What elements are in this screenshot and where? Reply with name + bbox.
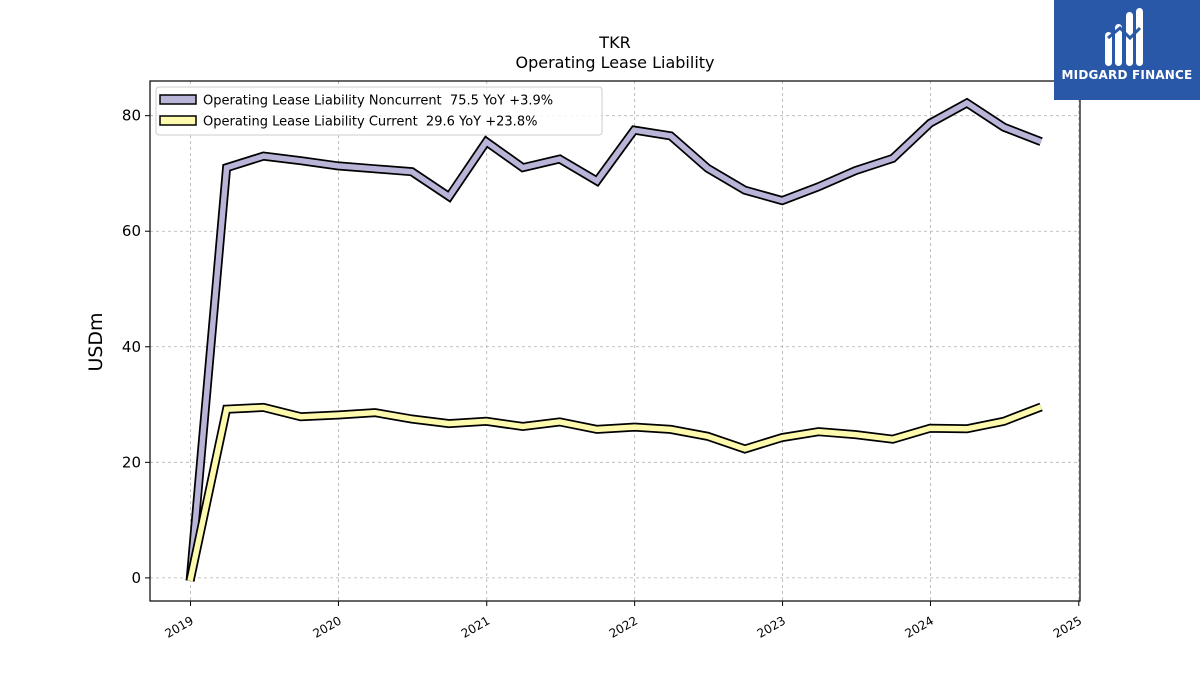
- x-tick-label: 2023: [755, 613, 788, 640]
- x-tick-label: 2025: [1051, 613, 1084, 640]
- y-tick-label: 0: [131, 569, 141, 587]
- series-line: [187, 404, 1043, 582]
- legend-label-noncurrent: Operating Lease Liability Noncurrent 75.…: [203, 94, 553, 109]
- series-1: [185, 402, 1043, 582]
- legend-frame: [155, 86, 603, 136]
- series-0: [185, 97, 1043, 582]
- legend-label-current: Operating Lease Liability Current 29.6 Y…: [203, 115, 537, 130]
- chart-subtitle: Operating Lease Liability: [515, 53, 714, 72]
- legend-swatch-noncurrent: [159, 94, 197, 105]
- series-line: [187, 99, 1043, 582]
- y-axis-label: USDm: [85, 312, 107, 371]
- legend-swatch-current: [159, 115, 197, 126]
- y-tick-label: 80: [122, 107, 141, 125]
- x-tick-label: 2024: [903, 613, 936, 640]
- logo-name: MIDGARD FINANCE: [1061, 68, 1193, 82]
- chart-title: TKR: [598, 33, 630, 52]
- y-tick-label: 40: [122, 338, 141, 356]
- x-tick-label: 2021: [459, 613, 492, 640]
- series-line-outline: [185, 97, 1043, 582]
- y-axis: 0 20 40 60 80: [122, 107, 150, 587]
- x-tick-label: 2019: [163, 613, 196, 640]
- plot-area: [149, 80, 1081, 602]
- x-tick-label: 2020: [310, 613, 343, 640]
- midgard-logo-icon: [1105, 8, 1143, 66]
- series-lines: [185, 97, 1043, 582]
- x-tick-label: 2022: [607, 613, 640, 640]
- y-tick-label: 60: [122, 222, 141, 240]
- legend: Operating Lease Liability Noncurrent 75.…: [155, 86, 603, 136]
- y-tick-label: 20: [122, 453, 141, 471]
- midgard-finance-logo: MIDGARD FINANCE: [1054, 0, 1200, 100]
- x-axis: 2019 2020 2021 2022 2023 2024 2025: [163, 601, 1084, 641]
